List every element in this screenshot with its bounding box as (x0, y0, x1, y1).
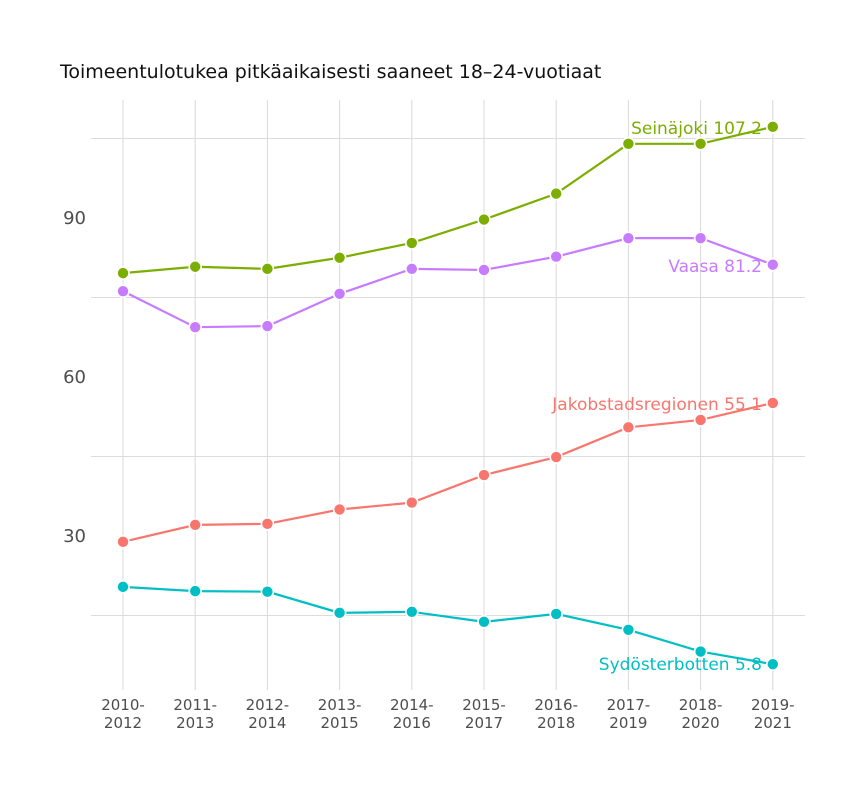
data-point (404, 604, 419, 619)
x-tick-line-1: 2013- (318, 696, 362, 714)
data-point (549, 186, 564, 201)
data-point (116, 535, 130, 549)
x-tick-label: 2017-2019 (607, 696, 651, 732)
data-point (693, 413, 708, 427)
data-point (621, 231, 636, 245)
data-point (188, 518, 202, 532)
x-tick-line-2: 2020 (682, 714, 720, 732)
data-point (404, 236, 419, 250)
x-tick-label: 2018-2020 (679, 696, 723, 732)
chart-title: Toimeentulotukea pitkäaikaisesti saaneet… (59, 61, 601, 83)
data-point (188, 259, 202, 274)
x-tick-line-2: 2015 (321, 714, 359, 732)
data-point (332, 606, 347, 620)
data-series (116, 120, 780, 672)
data-point (765, 120, 780, 134)
horizontal-gridlines (91, 137, 805, 617)
series-end-label: Jakobstadsregionen 55.1 (551, 395, 762, 415)
data-point (116, 284, 130, 298)
x-tick-line-2: 2016 (393, 714, 431, 732)
x-tick-line-2: 2014 (248, 714, 286, 732)
data-point (621, 420, 636, 435)
series-line (122, 401, 774, 543)
data-point (477, 212, 491, 227)
x-tick-line-1: 2014- (390, 696, 434, 714)
series-end-labels: Seinäjoki 107.2 Vaasa 81.2 Jakobstadsregio… (551, 119, 762, 675)
x-tick-label: 2019-2021 (751, 696, 795, 732)
x-tick-line-1: 2018- (679, 696, 723, 714)
x-tick-label: 2014-2016 (390, 696, 434, 732)
data-point (404, 262, 419, 276)
data-point (765, 396, 780, 410)
data-point (477, 263, 491, 277)
x-axis-tick-labels: 2010-2012 2011-2013 2012-2014 2013-2015 2014… (101, 696, 794, 732)
x-tick-label: 2013-2015 (318, 696, 362, 732)
y-tick-label: 30 (63, 526, 86, 547)
x-tick-label: 2016-2018 (534, 696, 578, 732)
x-tick-line-2: 2017 (465, 714, 503, 732)
x-tick-label: 2010-2012 (101, 696, 145, 732)
data-point (116, 266, 130, 280)
data-point (332, 286, 347, 301)
x-tick-line-1: 2016- (534, 696, 578, 714)
data-point (765, 257, 780, 272)
data-point (332, 250, 347, 265)
x-tick-line-1: 2017- (607, 696, 651, 714)
series-end-label: Seinäjoki 107.2 (631, 119, 762, 139)
series-sydsterbotten (116, 580, 780, 672)
x-tick-line-2: 2021 (754, 714, 792, 732)
x-tick-line-2: 2019 (609, 714, 647, 732)
data-point (332, 502, 347, 517)
x-tick-line-1: 2015- (462, 696, 506, 714)
data-point (188, 584, 202, 598)
data-point (693, 231, 708, 245)
data-point (549, 249, 564, 264)
x-tick-label: 2011-2013 (173, 696, 217, 732)
y-tick-label: 60 (63, 367, 86, 388)
x-tick-label: 2012-2014 (246, 696, 290, 732)
series-line (122, 585, 773, 666)
data-point (693, 137, 708, 151)
data-point (477, 615, 491, 629)
data-point (621, 137, 636, 151)
data-point (188, 320, 202, 334)
data-point (260, 584, 275, 599)
x-tick-line-2: 2018 (537, 714, 575, 732)
data-point (260, 319, 275, 333)
data-point (116, 580, 130, 594)
series-line (122, 237, 774, 329)
x-tick-line-1: 2011- (173, 696, 217, 714)
y-tick-label: 90 (63, 208, 86, 229)
x-tick-line-1: 2019- (751, 696, 795, 714)
data-point (765, 657, 780, 672)
y-axis-tick-labels: 30 60 90 (63, 208, 86, 547)
x-tick-label: 2015-2017 (462, 696, 506, 732)
data-point (621, 623, 636, 637)
series-jakobstadsregionen (116, 396, 780, 549)
data-point (693, 644, 708, 659)
series-vaasa (116, 231, 780, 334)
x-tick-line-2: 2013 (176, 714, 214, 732)
x-tick-line-2: 2012 (104, 714, 142, 732)
series-seinjoki (116, 120, 780, 280)
data-point (549, 450, 564, 464)
series-line (122, 125, 774, 275)
x-tick-line-1: 2010- (101, 696, 145, 714)
series-end-label: Sydösterbotten 5.8 (599, 655, 762, 675)
series-end-label: Vaasa 81.2 (668, 257, 762, 277)
data-point (260, 262, 275, 276)
data-point (549, 607, 564, 621)
data-point (404, 495, 419, 510)
x-tick-line-1: 2012- (246, 696, 290, 714)
data-point (260, 517, 275, 531)
data-point (477, 468, 491, 482)
